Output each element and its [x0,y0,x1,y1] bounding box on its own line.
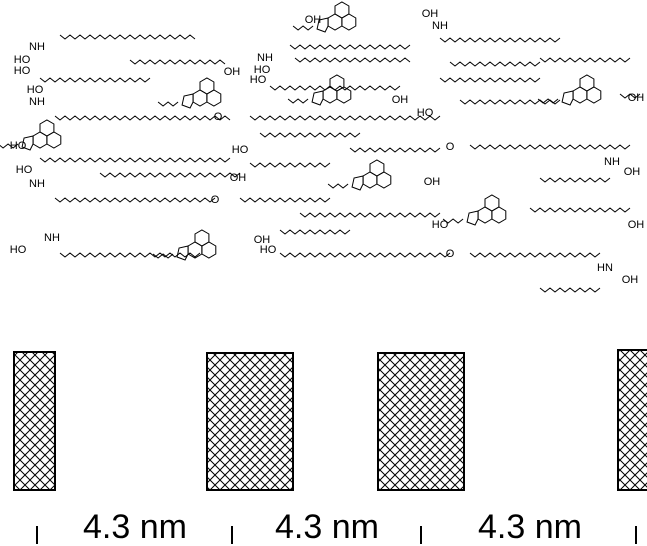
ring [316,17,329,33]
atom-label: HO [10,140,27,152]
chain [439,77,541,83]
chain [292,25,314,31]
atom-label: NH [44,232,60,244]
spacing-label: 4.3 nm [478,508,582,546]
chain [249,115,441,121]
atom-label: HO [260,244,277,256]
chain [289,44,411,50]
block [377,352,465,491]
chain [39,77,151,83]
chain [539,177,611,183]
atom-label: HO [16,164,33,176]
chain [349,147,441,153]
atom-label: OH [254,234,271,246]
chain [157,101,179,107]
chain [152,253,174,259]
atom-label: OH [424,176,441,188]
chain [469,144,631,150]
ring [351,175,364,191]
block [206,352,294,491]
chain [0,143,19,149]
atom-label: O [446,248,455,260]
ring [369,159,385,177]
atom-label: HO [250,74,267,86]
chain [99,172,241,178]
chain [294,57,411,63]
atom-label: HO [417,107,434,119]
atom-label: HO [432,219,449,231]
atom-label: NH [257,52,273,64]
ring [466,210,479,226]
chain [439,37,561,43]
ring [39,119,55,137]
hatched-blocks [13,349,647,491]
block [13,351,56,491]
atom-label: OH [224,66,241,78]
chain [259,132,361,138]
ring [329,74,345,92]
chain [279,229,351,235]
ring [181,93,194,109]
chain [539,57,631,63]
chain [537,98,559,104]
ring [334,1,350,19]
chain [239,197,331,203]
atom-label: HO [27,84,44,96]
chain [287,98,309,104]
ring [194,229,210,247]
chain [327,183,349,189]
atom-label: NH [29,178,45,190]
atom-label: OH [392,94,409,106]
atom-label: NH [604,156,620,168]
chain [529,207,631,213]
ring [21,135,34,151]
chain [442,218,464,224]
atom-label: HO [232,144,249,156]
chain [59,252,201,258]
atom-label: OH [305,14,322,26]
chain [619,93,641,99]
ring [311,90,324,106]
ring [561,90,574,106]
atom-label: NH [29,96,45,108]
chain [539,287,601,293]
chain [469,252,601,258]
atom-label: O [214,111,223,123]
atom-label: HO [14,65,31,77]
block [617,349,647,491]
atom-label: OH [422,8,439,20]
chain [129,59,226,65]
chain [59,34,196,40]
atom-label: HN [597,262,613,274]
chain [54,197,216,203]
spacing-label: 4.3 nm [83,508,187,546]
spacing-label: 4.3 nm [275,508,379,546]
atom-label: HO [254,64,271,76]
atom-label: HO [14,54,31,66]
ring [579,74,595,92]
atom-label: NH [29,41,45,53]
ring [484,194,500,212]
spacing-ticks [36,526,637,544]
chain [39,157,231,163]
ring [176,245,189,261]
atom-label: OH [230,172,247,184]
atom-label: HO [10,244,27,256]
atom-label: NH [432,20,448,32]
chain [54,115,231,121]
atom-label: OH [628,219,645,231]
atom-label: OH [622,274,639,286]
atom-label: OH [624,166,641,178]
chain [449,61,541,67]
atom-label: OH [628,92,645,104]
ring [199,77,215,95]
chain [279,252,451,258]
chain [299,212,441,218]
chain [249,162,331,168]
atom-label: O [211,194,220,206]
atom-label: O [446,141,455,153]
